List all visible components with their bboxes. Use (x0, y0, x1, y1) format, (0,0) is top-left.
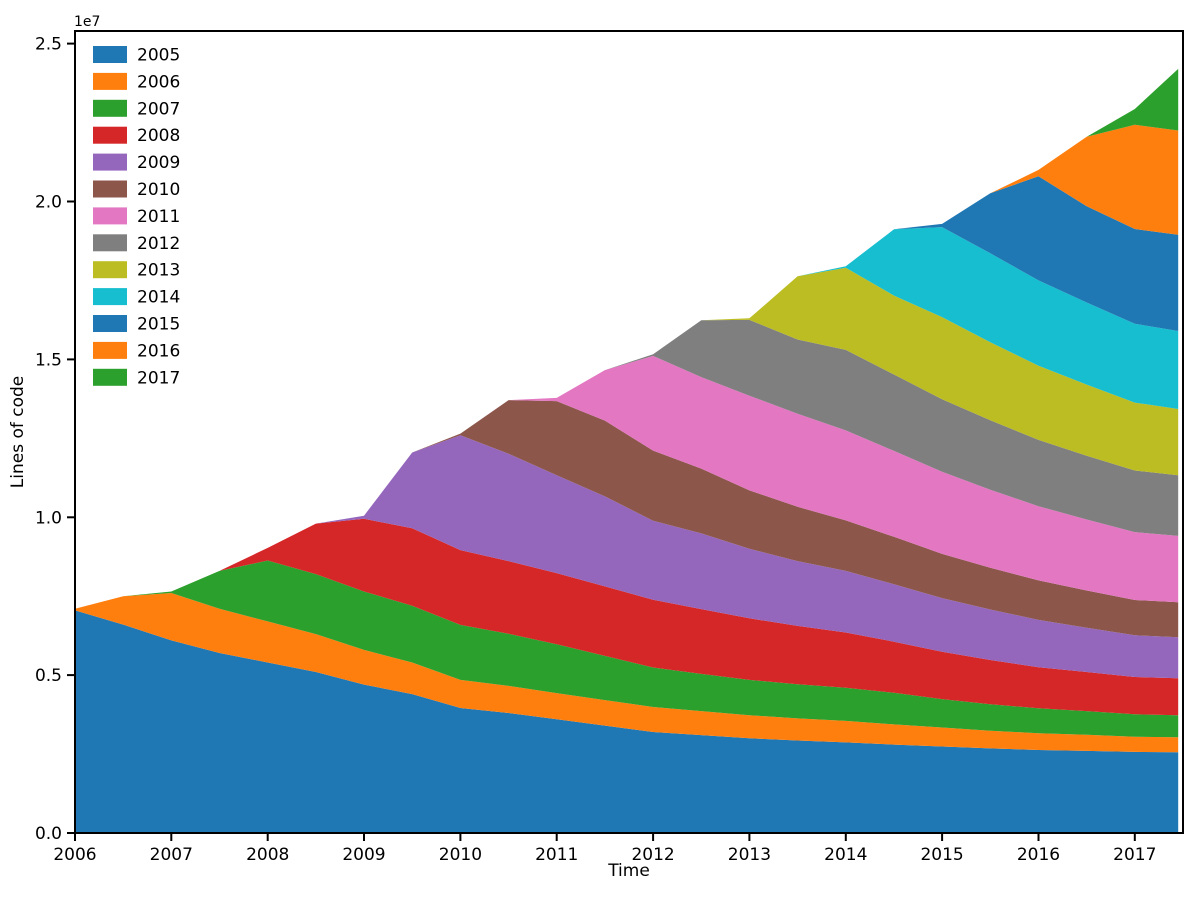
area-2011 (75, 355, 1179, 609)
area-2009 (75, 435, 1179, 679)
area-2008 (75, 518, 1179, 716)
legend-swatch-2012 (93, 234, 127, 252)
y-tick-label-0.0: 0.0 (35, 824, 62, 844)
y-tick-label-1.0: 1.0 (35, 508, 62, 528)
x-tick-label-2015: 2015 (920, 845, 963, 865)
legend-label-2011: 2011 (137, 207, 180, 227)
x-tick-label-2012: 2012 (631, 845, 674, 865)
axis-tick-labels: 2006 2007 2008 2009 2010 2011 2012 2013 2014 2015… (35, 35, 1156, 865)
y-tick-label-1.5: 1.5 (35, 350, 62, 370)
legend-swatch-2008 (93, 126, 127, 144)
axes-spines (74, 30, 1184, 834)
x-tick-label-2006: 2006 (53, 845, 96, 865)
legend-swatch-2011 (93, 207, 127, 225)
x-tick-label-2007: 2007 (150, 845, 193, 865)
legend-item-2016: 2016 (93, 341, 180, 361)
area-2007 (75, 560, 1179, 738)
legend-item-2010: 2010 (93, 180, 180, 200)
legend-label-2005: 2005 (137, 45, 180, 65)
legend-item-2008: 2008 (93, 126, 180, 146)
x-tick-label-2011: 2011 (535, 845, 578, 865)
legend-label-2016: 2016 (137, 341, 180, 361)
legend-item-2012: 2012 (93, 234, 180, 254)
legend-swatch-2015 (93, 315, 127, 332)
legend-item-2006: 2006 (93, 72, 180, 92)
area-2010 (75, 400, 1179, 638)
y-tick-label-2.5: 2.5 (35, 35, 62, 55)
legend-swatch-2010 (93, 180, 127, 198)
legend-label-2012: 2012 (137, 234, 180, 254)
legend-item-2015: 2015 (93, 314, 180, 334)
x-tick-label-2009: 2009 (342, 845, 385, 865)
legend-label-2014: 2014 (137, 288, 180, 308)
legend-label-2017: 2017 (137, 368, 180, 388)
legend-label-2006: 2006 (137, 72, 180, 92)
area-2012 (75, 319, 1179, 609)
x-tick-label-2010: 2010 (439, 845, 482, 865)
area-2013 (75, 267, 1179, 609)
y-axis-offset-label: 1e7 (74, 14, 100, 30)
legend-swatch-2005 (93, 46, 127, 63)
y-tick-label-0.5: 0.5 (35, 666, 62, 686)
area-2015 (75, 176, 1179, 609)
x-tick-label-2014: 2014 (824, 845, 867, 865)
x-tick-label-2013: 2013 (728, 845, 771, 865)
y-axis-label: Lines of code (8, 376, 28, 488)
legend-item-2007: 2007 (93, 99, 180, 119)
area-2016 (75, 124, 1179, 609)
legend-swatch-2006 (93, 72, 127, 90)
area-layers (75, 68, 1179, 833)
legend-item-2009: 2009 (93, 153, 180, 173)
legend-item-2013: 2013 (93, 261, 180, 281)
x-tick-label-2017: 2017 (1113, 845, 1156, 865)
legend-item-2011: 2011 (93, 207, 180, 227)
legend-label-2013: 2013 (137, 261, 180, 281)
x-axis-label: Time (607, 861, 650, 881)
legend-label-2010: 2010 (137, 180, 180, 200)
legend-item-2017: 2017 (93, 368, 180, 388)
legend-label-2009: 2009 (137, 153, 180, 173)
area-2006 (75, 593, 1179, 753)
legend: 2005 2006 2007 2008 2009 2010 2011 2012 2013 2014… (93, 45, 180, 388)
legend-item-2014: 2014 (93, 288, 180, 308)
legend-label-2007: 2007 (137, 99, 180, 119)
legend-swatch-2009 (93, 153, 127, 171)
legend-swatch-2014 (93, 288, 127, 306)
legend-swatch-2007 (93, 99, 127, 117)
legend-swatch-2017 (93, 368, 127, 386)
legend-label-2015: 2015 (137, 314, 180, 334)
x-tick-label-2016: 2016 (1017, 845, 1060, 865)
legend-label-2008: 2008 (137, 126, 180, 146)
legend-swatch-2013 (93, 261, 127, 279)
legend-item-2005: 2005 (93, 45, 180, 65)
area-2005 (75, 610, 1179, 833)
legend-swatch-2016 (93, 341, 127, 359)
axis-ticks (67, 42, 1136, 841)
x-tick-label-2008: 2008 (246, 845, 289, 865)
y-tick-label-2.0: 2.0 (35, 192, 62, 212)
